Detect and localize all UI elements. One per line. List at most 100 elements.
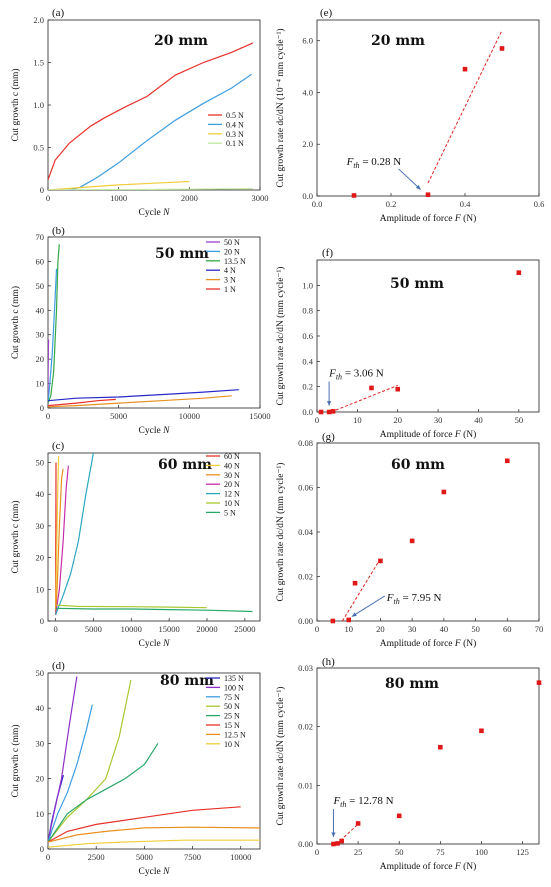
y-axis-label: Cut growth rate dc/dN (10⁻⁴ mm cycle⁻¹) xyxy=(275,28,286,187)
series-line xyxy=(55,465,69,615)
threshold-sub: th xyxy=(394,597,400,606)
data-point xyxy=(441,489,447,495)
panel-a: 0 1000 2000 3000 0 0.5 1.0 1.5 2.0 Cycle N Cut gro… xyxy=(10,7,269,218)
x-tick-label: 75 xyxy=(436,847,445,857)
legend-label: 75 N xyxy=(224,693,240,702)
x-axis-label-var: F xyxy=(454,862,461,872)
x-axis-label-var: N xyxy=(162,639,170,649)
data-point xyxy=(318,409,324,415)
y-tick-label: 0.02 xyxy=(298,722,313,732)
fit-line xyxy=(427,30,503,184)
threshold-sub: th xyxy=(340,800,346,809)
x-tick-label: 0 xyxy=(46,411,50,421)
arrow-head xyxy=(331,832,336,837)
x-axis-label-text: Amplitude of force xyxy=(380,213,455,224)
y-tick-label: 60 xyxy=(36,256,45,266)
arrow-shaft xyxy=(398,168,421,190)
panel-label: (c) xyxy=(52,440,65,452)
y-tick-label: 30 xyxy=(36,330,45,340)
x-tick-label: 0.2 xyxy=(386,199,397,209)
x-tick-label: 50 xyxy=(471,624,480,634)
x-tick-label: 3000 xyxy=(252,193,269,203)
x-tick-label: 30 xyxy=(408,624,417,634)
data-point xyxy=(499,46,505,51)
data-point xyxy=(438,744,443,750)
threshold-value: = 0.28 N xyxy=(360,156,402,168)
x-tick-label: 10 xyxy=(344,624,353,634)
threshold-label: Fth = 7.95 N xyxy=(386,592,442,606)
panel-label: (d) xyxy=(52,660,65,672)
y-axis-label: Cut growth rate dc/dN (mm cycle⁻¹) xyxy=(275,687,286,826)
series-line xyxy=(55,456,60,615)
y-axis-label: Cut growth c (mm) xyxy=(10,724,21,797)
panel-title: 50 mm xyxy=(390,276,444,292)
y-tick-label: 0.5 xyxy=(33,143,44,153)
legend-label: 100 N xyxy=(224,683,244,692)
series-line xyxy=(48,180,190,190)
legend-label: 3 N xyxy=(224,276,236,285)
x-tick-label: 25 xyxy=(354,847,363,857)
x-axis-label-text: Cycle xyxy=(139,867,164,877)
data-point xyxy=(330,409,336,414)
x-axis-label: Cycle N xyxy=(139,208,171,218)
series-line xyxy=(55,468,64,615)
data-point xyxy=(462,66,468,72)
y-tick-label: 0.06 xyxy=(298,483,313,493)
x-tick-label: 7500 xyxy=(184,852,201,862)
x-axis-label-unit: (N) xyxy=(461,429,477,440)
data-point xyxy=(330,618,336,624)
series-line xyxy=(48,188,253,190)
data-point xyxy=(326,409,332,415)
legend-label: 50 N xyxy=(224,238,240,247)
x-tick-label: 0 xyxy=(315,847,319,857)
plot-frame xyxy=(47,236,261,409)
y-tick-label: 0.01 xyxy=(298,780,313,790)
x-tick-label: 0 xyxy=(46,852,50,862)
threshold-value: = 7.95 N xyxy=(400,592,442,604)
y-axis-label: Cut growth c (mm) xyxy=(10,500,21,573)
series-line xyxy=(48,244,60,404)
data-point xyxy=(355,821,361,826)
legend-label: 12.5 N xyxy=(224,730,246,739)
panel-title: 60 mm xyxy=(158,457,212,473)
panel-title: 80 mm xyxy=(385,676,439,692)
x-axis-label-var: F xyxy=(454,214,461,224)
series-line xyxy=(48,839,260,848)
data-point xyxy=(479,728,484,734)
panel-c: 0 5000 10000 15000 20000 25000 0 10 20 30 40 50 Cycl… xyxy=(10,440,261,649)
y-axis-label: Cut growth c (mm) xyxy=(10,286,21,359)
x-tick-label: 0 xyxy=(315,624,319,634)
y-tick-label: 0.00 xyxy=(298,839,313,849)
legend-label: 15 N xyxy=(224,721,240,730)
y-tick-label: 10 xyxy=(36,379,45,389)
threshold-label: Fth = 0.28 N xyxy=(346,156,402,170)
x-axis-label-var: F xyxy=(454,639,461,649)
x-axis-label: Cycle N xyxy=(139,639,171,649)
series-line xyxy=(48,268,58,404)
data-point xyxy=(395,386,401,392)
x-axis-label: Amplitude of force F (N) xyxy=(380,638,477,649)
x-tick-label: 15000 xyxy=(249,411,270,421)
y-tick-label: 0.00 xyxy=(298,616,313,626)
x-tick-label: 1000 xyxy=(110,193,127,203)
y-tick-label: 0.2 xyxy=(302,382,313,392)
series-line xyxy=(48,806,241,843)
data-point xyxy=(339,838,344,844)
x-tick-label: 10 xyxy=(353,415,362,425)
legend-label: 20 N xyxy=(224,247,240,256)
x-axis-label-text: Amplitude of force xyxy=(380,861,455,872)
legend-label: 50 N xyxy=(224,702,240,711)
threshold-label: Fth = 3.06 N xyxy=(328,368,384,382)
y-tick-label: 30 xyxy=(36,521,45,531)
panel-title: 80 mm xyxy=(160,673,214,689)
panel-b: 0 5000 10000 15000 0 10 20 30 40 50 60 70 Cycle N Cut… xyxy=(10,225,271,436)
x-axis-label: Amplitude of force F (N) xyxy=(380,429,477,440)
y-tick-label: 0 xyxy=(40,403,44,413)
y-tick-label: 0.8 xyxy=(302,306,313,316)
x-tick-label: 0.4 xyxy=(460,199,471,209)
y-tick-label: 0.4 xyxy=(302,356,313,366)
y-tick-label: 1.0 xyxy=(33,100,44,110)
data-point xyxy=(351,193,357,198)
x-tick-label: 5000 xyxy=(136,852,153,862)
